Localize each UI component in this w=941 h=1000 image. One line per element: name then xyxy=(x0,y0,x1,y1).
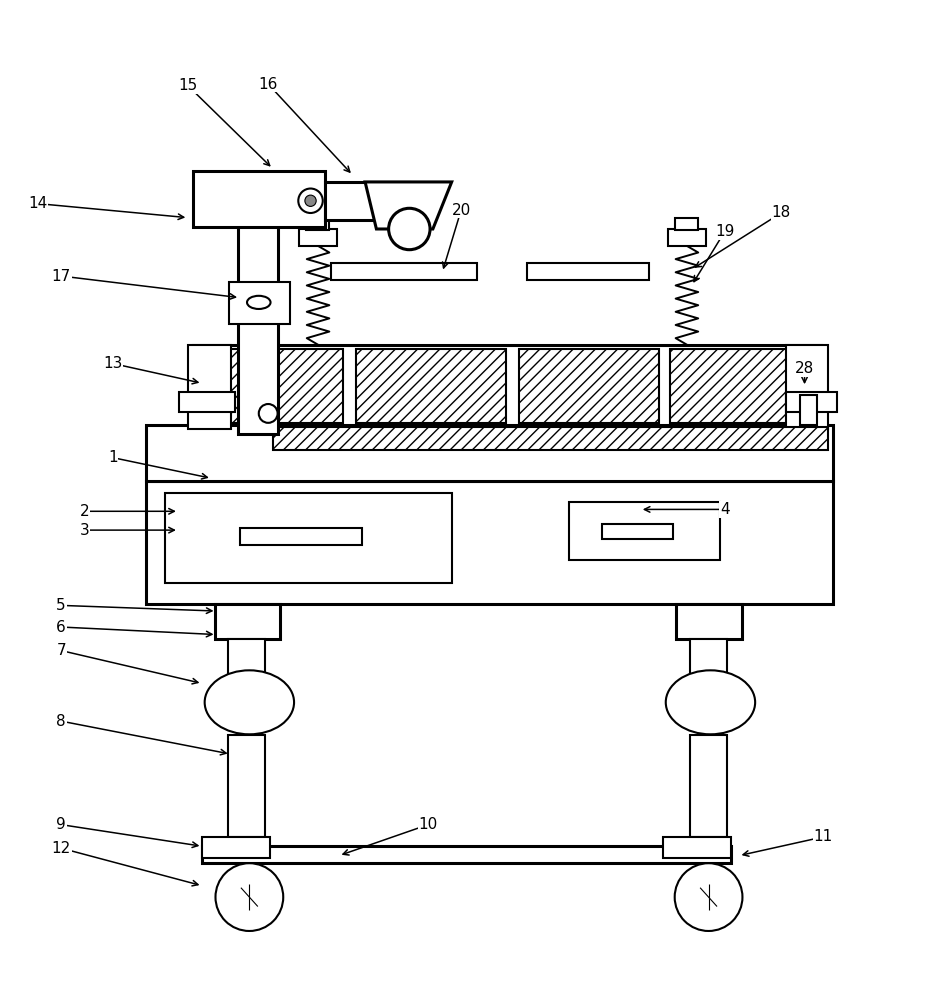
Polygon shape xyxy=(365,182,452,229)
Bar xyxy=(325,182,409,220)
Bar xyxy=(179,392,235,412)
Bar xyxy=(519,349,659,423)
Text: 10: 10 xyxy=(419,817,438,832)
Bar xyxy=(273,427,828,450)
Bar xyxy=(228,735,265,837)
Text: 16: 16 xyxy=(259,77,278,92)
Bar xyxy=(229,282,290,324)
Bar xyxy=(238,208,278,434)
Text: 28: 28 xyxy=(795,361,814,376)
Bar xyxy=(193,171,325,227)
Text: 7: 7 xyxy=(56,643,66,658)
Bar xyxy=(202,837,270,858)
Bar xyxy=(786,392,837,412)
Bar xyxy=(243,395,263,425)
Ellipse shape xyxy=(215,863,283,931)
Text: 4: 4 xyxy=(720,502,729,517)
Bar xyxy=(602,524,673,539)
Bar xyxy=(670,349,809,423)
Text: 1: 1 xyxy=(108,450,118,465)
Circle shape xyxy=(305,195,316,206)
Bar xyxy=(663,837,731,858)
Bar xyxy=(165,493,452,583)
Bar xyxy=(228,639,265,679)
Ellipse shape xyxy=(675,863,742,931)
Bar xyxy=(786,345,828,429)
Bar xyxy=(299,229,337,246)
Text: 11: 11 xyxy=(814,829,833,844)
Text: 20: 20 xyxy=(452,203,470,218)
Bar xyxy=(690,639,727,679)
Bar xyxy=(690,735,727,837)
Bar xyxy=(331,263,477,280)
Text: 14: 14 xyxy=(28,196,47,211)
Text: 19: 19 xyxy=(715,224,734,239)
Bar xyxy=(527,263,649,280)
Bar xyxy=(676,604,742,639)
Text: 6: 6 xyxy=(56,620,66,635)
Ellipse shape xyxy=(205,670,294,734)
Text: 13: 13 xyxy=(104,356,122,371)
Bar xyxy=(675,218,698,230)
Bar xyxy=(202,846,731,863)
Bar xyxy=(800,395,817,425)
Text: 5: 5 xyxy=(56,598,66,613)
Text: 3: 3 xyxy=(80,523,89,538)
Ellipse shape xyxy=(247,296,271,309)
Bar xyxy=(668,229,706,246)
Circle shape xyxy=(259,404,278,423)
Circle shape xyxy=(389,208,430,250)
Bar xyxy=(240,528,362,545)
Bar xyxy=(146,425,833,481)
Bar xyxy=(215,604,280,639)
Bar xyxy=(356,349,506,423)
Bar xyxy=(193,345,821,429)
Text: 9: 9 xyxy=(56,817,66,832)
Bar xyxy=(569,502,720,560)
Bar xyxy=(188,345,231,429)
Ellipse shape xyxy=(666,670,755,734)
Text: 18: 18 xyxy=(772,205,790,220)
Text: 2: 2 xyxy=(80,504,89,519)
Text: 12: 12 xyxy=(52,841,71,856)
Text: 17: 17 xyxy=(52,269,71,284)
Circle shape xyxy=(298,189,323,213)
Bar xyxy=(146,481,833,604)
Text: 8: 8 xyxy=(56,714,66,729)
Bar xyxy=(198,349,343,423)
Text: 15: 15 xyxy=(179,78,198,93)
Bar xyxy=(306,218,329,230)
